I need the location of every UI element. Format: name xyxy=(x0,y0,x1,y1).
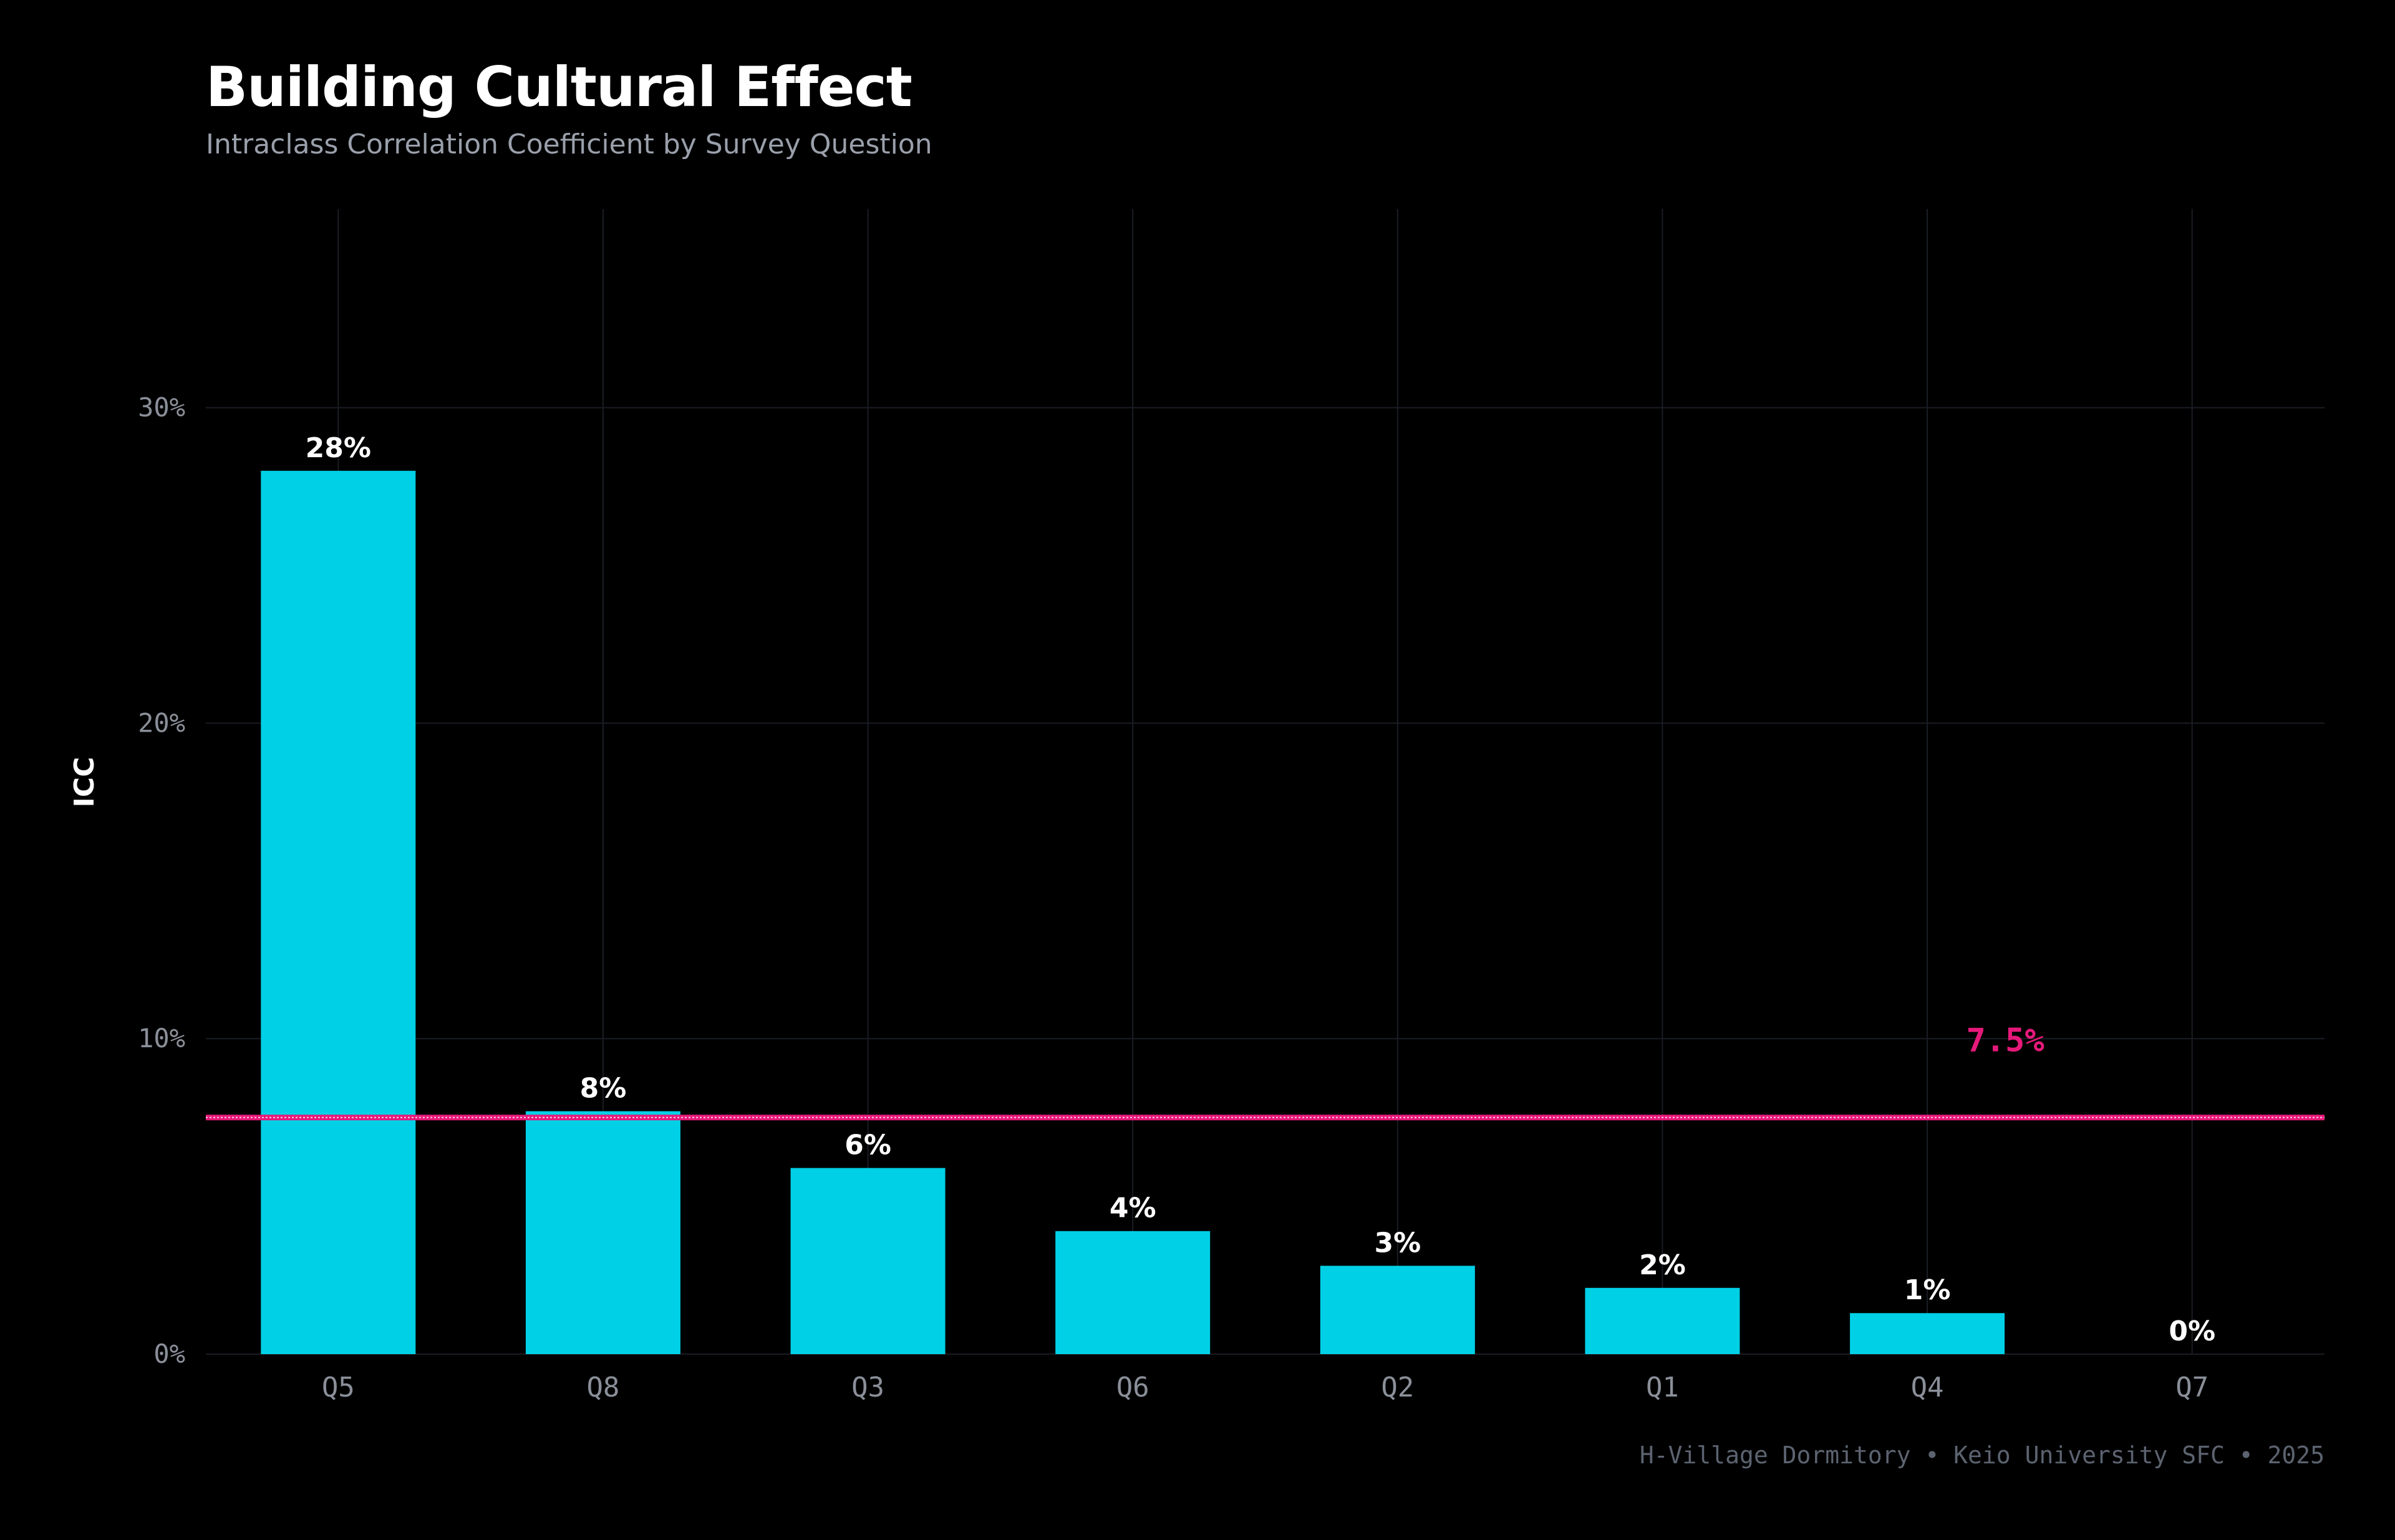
bar-value-label: 0% xyxy=(2169,1315,2215,1347)
x-tick-label: Q2 xyxy=(1381,1372,1414,1403)
x-tick-label: Q7 xyxy=(2175,1372,2209,1403)
bar-q1 xyxy=(1585,1287,1740,1354)
x-tick-label: Q5 xyxy=(322,1372,355,1403)
chart-subtitle: Intraclass Correlation Coefficient by Su… xyxy=(206,128,932,160)
bars-layer xyxy=(261,470,2005,1354)
bar-value-label: 1% xyxy=(1904,1274,1951,1306)
grid-layer xyxy=(206,209,2325,1355)
y-axis-label: ICC xyxy=(69,757,100,808)
footer-credit: H-Village Dormitory • Keio University SF… xyxy=(1639,1441,2325,1469)
y-tick-label: 20% xyxy=(138,707,185,738)
x-tick-label: Q1 xyxy=(1646,1372,1679,1403)
bar-value-label: 3% xyxy=(1374,1227,1421,1259)
x-tick-label: Q6 xyxy=(1116,1372,1149,1403)
bar-value-label: 28% xyxy=(306,432,371,464)
bar-q4 xyxy=(1850,1313,2005,1354)
x-tick-label: Q8 xyxy=(586,1372,619,1403)
bar-q5 xyxy=(261,470,416,1354)
reference-line-label: 7.5% xyxy=(1966,1022,2044,1059)
bar-value-label: 2% xyxy=(1639,1249,1686,1281)
bar-q3 xyxy=(790,1168,946,1354)
bar-q8 xyxy=(525,1111,680,1354)
y-tick-label: 10% xyxy=(138,1023,185,1053)
y-tick-label: 0% xyxy=(153,1339,185,1369)
y-tick-label: 30% xyxy=(138,392,185,423)
labels-layer: 0% 10% 20% 30% 28% Q5 8% Q8 6% Q3 4% Q6 3% Q2 2% Q1 1% Q4… xyxy=(138,392,2215,1403)
bar-value-label: 4% xyxy=(1110,1193,1156,1224)
bar-value-label: 8% xyxy=(580,1073,627,1105)
x-tick-label: Q4 xyxy=(1911,1372,1944,1403)
bar-q6 xyxy=(1055,1231,1211,1354)
x-tick-label: Q3 xyxy=(851,1372,884,1403)
bar-value-label: 6% xyxy=(844,1130,891,1161)
chart-title: Building Cultural Effect xyxy=(206,55,912,119)
bar-q2 xyxy=(1320,1266,1475,1354)
